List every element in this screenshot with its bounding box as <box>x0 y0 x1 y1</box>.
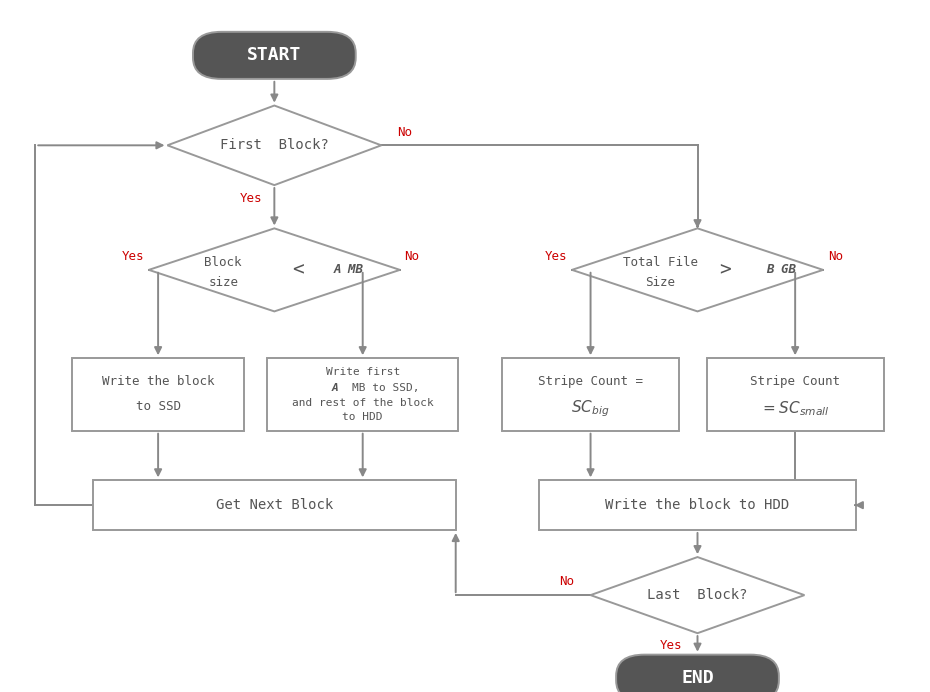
Text: size: size <box>208 276 238 289</box>
Text: Last  Block?: Last Block? <box>647 588 748 602</box>
Text: Get Next Block: Get Next Block <box>216 498 333 512</box>
FancyBboxPatch shape <box>268 358 458 430</box>
Text: B GB: B GB <box>766 264 796 276</box>
Text: to SSD: to SSD <box>136 401 180 413</box>
Text: Yes: Yes <box>660 639 683 652</box>
Text: to HDD: to HDD <box>342 412 383 422</box>
Text: Stripe Count =: Stripe Count = <box>538 376 643 388</box>
FancyBboxPatch shape <box>93 480 456 530</box>
Text: $\mathit{SC}_{big}$: $\mathit{SC}_{big}$ <box>571 398 610 419</box>
Polygon shape <box>149 228 400 311</box>
Text: END: END <box>681 669 714 687</box>
Text: No: No <box>828 250 843 262</box>
Text: Yes: Yes <box>122 250 144 262</box>
Text: Size: Size <box>645 276 675 289</box>
Text: >: > <box>720 260 731 280</box>
Text: A MB: A MB <box>334 264 364 276</box>
Text: No: No <box>397 127 412 139</box>
Polygon shape <box>591 557 804 633</box>
FancyBboxPatch shape <box>73 358 244 430</box>
Text: <: < <box>292 260 303 280</box>
Polygon shape <box>167 105 381 185</box>
Text: Total File: Total File <box>623 257 698 269</box>
Text: Block: Block <box>205 257 242 269</box>
FancyBboxPatch shape <box>539 480 856 530</box>
FancyBboxPatch shape <box>616 655 778 692</box>
Text: No: No <box>405 250 419 262</box>
Text: Write the block: Write the block <box>102 376 214 388</box>
FancyBboxPatch shape <box>502 358 679 430</box>
Text: Write first: Write first <box>326 367 400 376</box>
Text: Yes: Yes <box>545 250 567 262</box>
Text: Yes: Yes <box>240 192 262 206</box>
Text: and rest of the block: and rest of the block <box>292 399 433 408</box>
Text: Stripe Count: Stripe Count <box>751 376 840 388</box>
Text: First  Block?: First Block? <box>219 138 329 152</box>
FancyBboxPatch shape <box>193 32 355 79</box>
Text: MB to SSD,: MB to SSD, <box>352 383 419 392</box>
Text: START: START <box>247 46 301 64</box>
FancyBboxPatch shape <box>707 358 883 430</box>
Text: $= \mathit{SC}_{small}$: $= \mathit{SC}_{small}$ <box>761 399 830 418</box>
Text: Write the block to HDD: Write the block to HDD <box>605 498 790 512</box>
Text: A: A <box>331 383 339 392</box>
Polygon shape <box>572 228 823 311</box>
Text: No: No <box>559 575 574 588</box>
